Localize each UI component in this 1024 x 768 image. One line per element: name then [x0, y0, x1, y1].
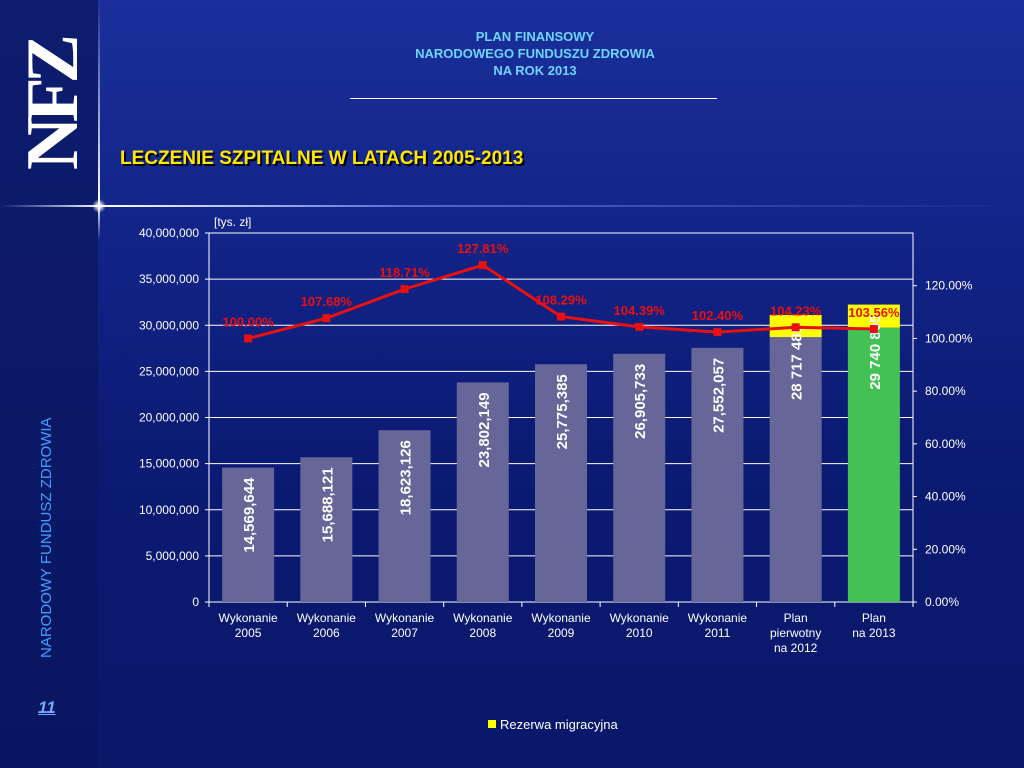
unit-label: [tys. zł]	[214, 215, 251, 229]
bar-value-label: 28 717 489	[789, 325, 806, 400]
percent-label: 107.68%	[301, 294, 353, 309]
header-line-1: PLAN FINANSOWY	[475, 29, 595, 44]
right-axis-tick-label: 60.00%	[925, 437, 966, 451]
left-axis-tick-label: 40,000,000	[139, 226, 199, 240]
right-axis-tick-label: 40.00%	[925, 490, 966, 504]
left-axis-tick-label: 35,000,000	[139, 272, 199, 286]
bar-value-labels: 14,569,644 15,688,121 18,623,126 23,802,149…	[241, 315, 884, 553]
legend: Rezerwa migracyjna	[488, 717, 619, 732]
percent-marker	[322, 314, 331, 323]
right-axis-tick-label: 80.00%	[925, 384, 966, 398]
category-label: na 2013	[852, 626, 896, 640]
category-label: pierwotny	[770, 626, 821, 640]
decorative-horizontal-line	[0, 205, 1024, 207]
left-axis-tick-label: 20,000,000	[139, 411, 199, 425]
percent-label: 104.39%	[614, 303, 666, 318]
left-axis-tick-label: 0	[192, 595, 199, 609]
category-label: Wykonanie	[531, 611, 591, 625]
percent-marker	[869, 325, 878, 334]
category-label: Wykonanie	[297, 611, 357, 625]
category-label: Wykonanie	[688, 611, 748, 625]
category-label: Plan	[862, 611, 886, 625]
bars	[222, 304, 900, 602]
percent-label: 108.29%	[535, 293, 587, 308]
percent-label: 104.23%	[770, 303, 822, 318]
percent-label: 118.71%	[379, 265, 430, 280]
legend-label: Rezerwa migracyjna	[500, 717, 619, 732]
category-label: 2009	[548, 626, 575, 640]
page-number: 11	[38, 698, 56, 717]
percent-marker	[478, 261, 487, 270]
category-label: Plan	[784, 611, 808, 625]
left-panel	[0, 0, 98, 768]
percent-marker	[791, 323, 800, 332]
category-label: Wykonanie	[218, 611, 278, 625]
category-label: 2006	[313, 626, 340, 640]
bar	[613, 353, 666, 602]
category-label: 2011	[705, 626, 731, 640]
percent-label: 100.00%	[222, 314, 274, 329]
bar	[847, 327, 900, 602]
bar	[300, 457, 353, 602]
bar-value-label: 26,905,733	[632, 364, 649, 439]
right-axis-tick-label: 0.00%	[925, 595, 959, 609]
category-label: 2008	[469, 626, 496, 640]
category-label: 2005	[235, 626, 262, 640]
left-axis-tick-label: 10,000,000	[139, 503, 199, 517]
bar	[456, 382, 509, 602]
bar	[535, 364, 587, 602]
bar	[222, 467, 275, 602]
header-line-2: NARODOWEGO FUNDUSZU ZDROWIA	[415, 46, 655, 61]
bar-value-label: 25,775,385	[554, 374, 571, 449]
category-label: 2010	[626, 626, 653, 640]
category-label: Wykonanie	[453, 611, 513, 625]
reserve-bar-segment	[847, 304, 900, 328]
category-label: Wykonanie	[375, 611, 435, 625]
bar-value-label: 27,552,057	[710, 358, 727, 433]
axes: 0 5,000,000 10,000,000 15,000,000 20,000,000…	[139, 226, 973, 655]
left-axis-tick-label: 30,000,000	[139, 318, 199, 332]
bar-value-label: 15,688,121	[319, 467, 336, 542]
legend-swatch	[488, 720, 496, 728]
left-axis-tick-label: 15,000,000	[139, 457, 199, 471]
left-axis-tick-label: 5,000,000	[146, 549, 200, 563]
percent-label: 102.40%	[692, 308, 744, 323]
header: PLAN FINANSOWY NARODOWEGO FUNDUSZU ZDROW…	[350, 28, 720, 79]
slide-title: LECZENIE SZPITALNE W LATACH 2005-2013	[120, 148, 524, 169]
percent-label: 127.81%	[457, 241, 509, 256]
bar-value-label: 14,569,644	[241, 477, 258, 553]
bar	[691, 347, 744, 602]
right-axis-tick-label: 100.00%	[925, 331, 973, 345]
right-axis-tick-label: 120.00%	[925, 279, 973, 293]
bar	[378, 430, 431, 602]
percent-marker	[635, 322, 644, 331]
right-axis-tick-label: 20.00%	[925, 542, 966, 556]
bar-value-label: 29 740 805	[867, 315, 884, 390]
category-label: 2007	[391, 626, 418, 640]
left-axis-tick-label: 25,000,000	[139, 364, 199, 378]
percent-marker	[244, 334, 253, 343]
percent-marker	[557, 312, 565, 321]
decorative-vertical-line	[98, 0, 100, 240]
decorative-star-flare	[92, 199, 106, 213]
bar	[769, 337, 822, 602]
header-line-3: NA ROK 2013	[493, 63, 577, 78]
percent-line-layer: 100.00% 107.68% 118.71% 127.81% 108.29% 104.3…	[222, 241, 900, 343]
category-label: na 2012	[774, 641, 818, 655]
category-label: Wykonanie	[610, 611, 670, 625]
bar-value-label: 23,802,149	[476, 392, 493, 467]
percent-marker	[400, 285, 409, 294]
percent-label: 103.56%	[848, 305, 900, 320]
percent-marker	[713, 328, 722, 337]
header-rule	[350, 98, 717, 99]
bar-value-label: 18,623,126	[398, 440, 415, 515]
